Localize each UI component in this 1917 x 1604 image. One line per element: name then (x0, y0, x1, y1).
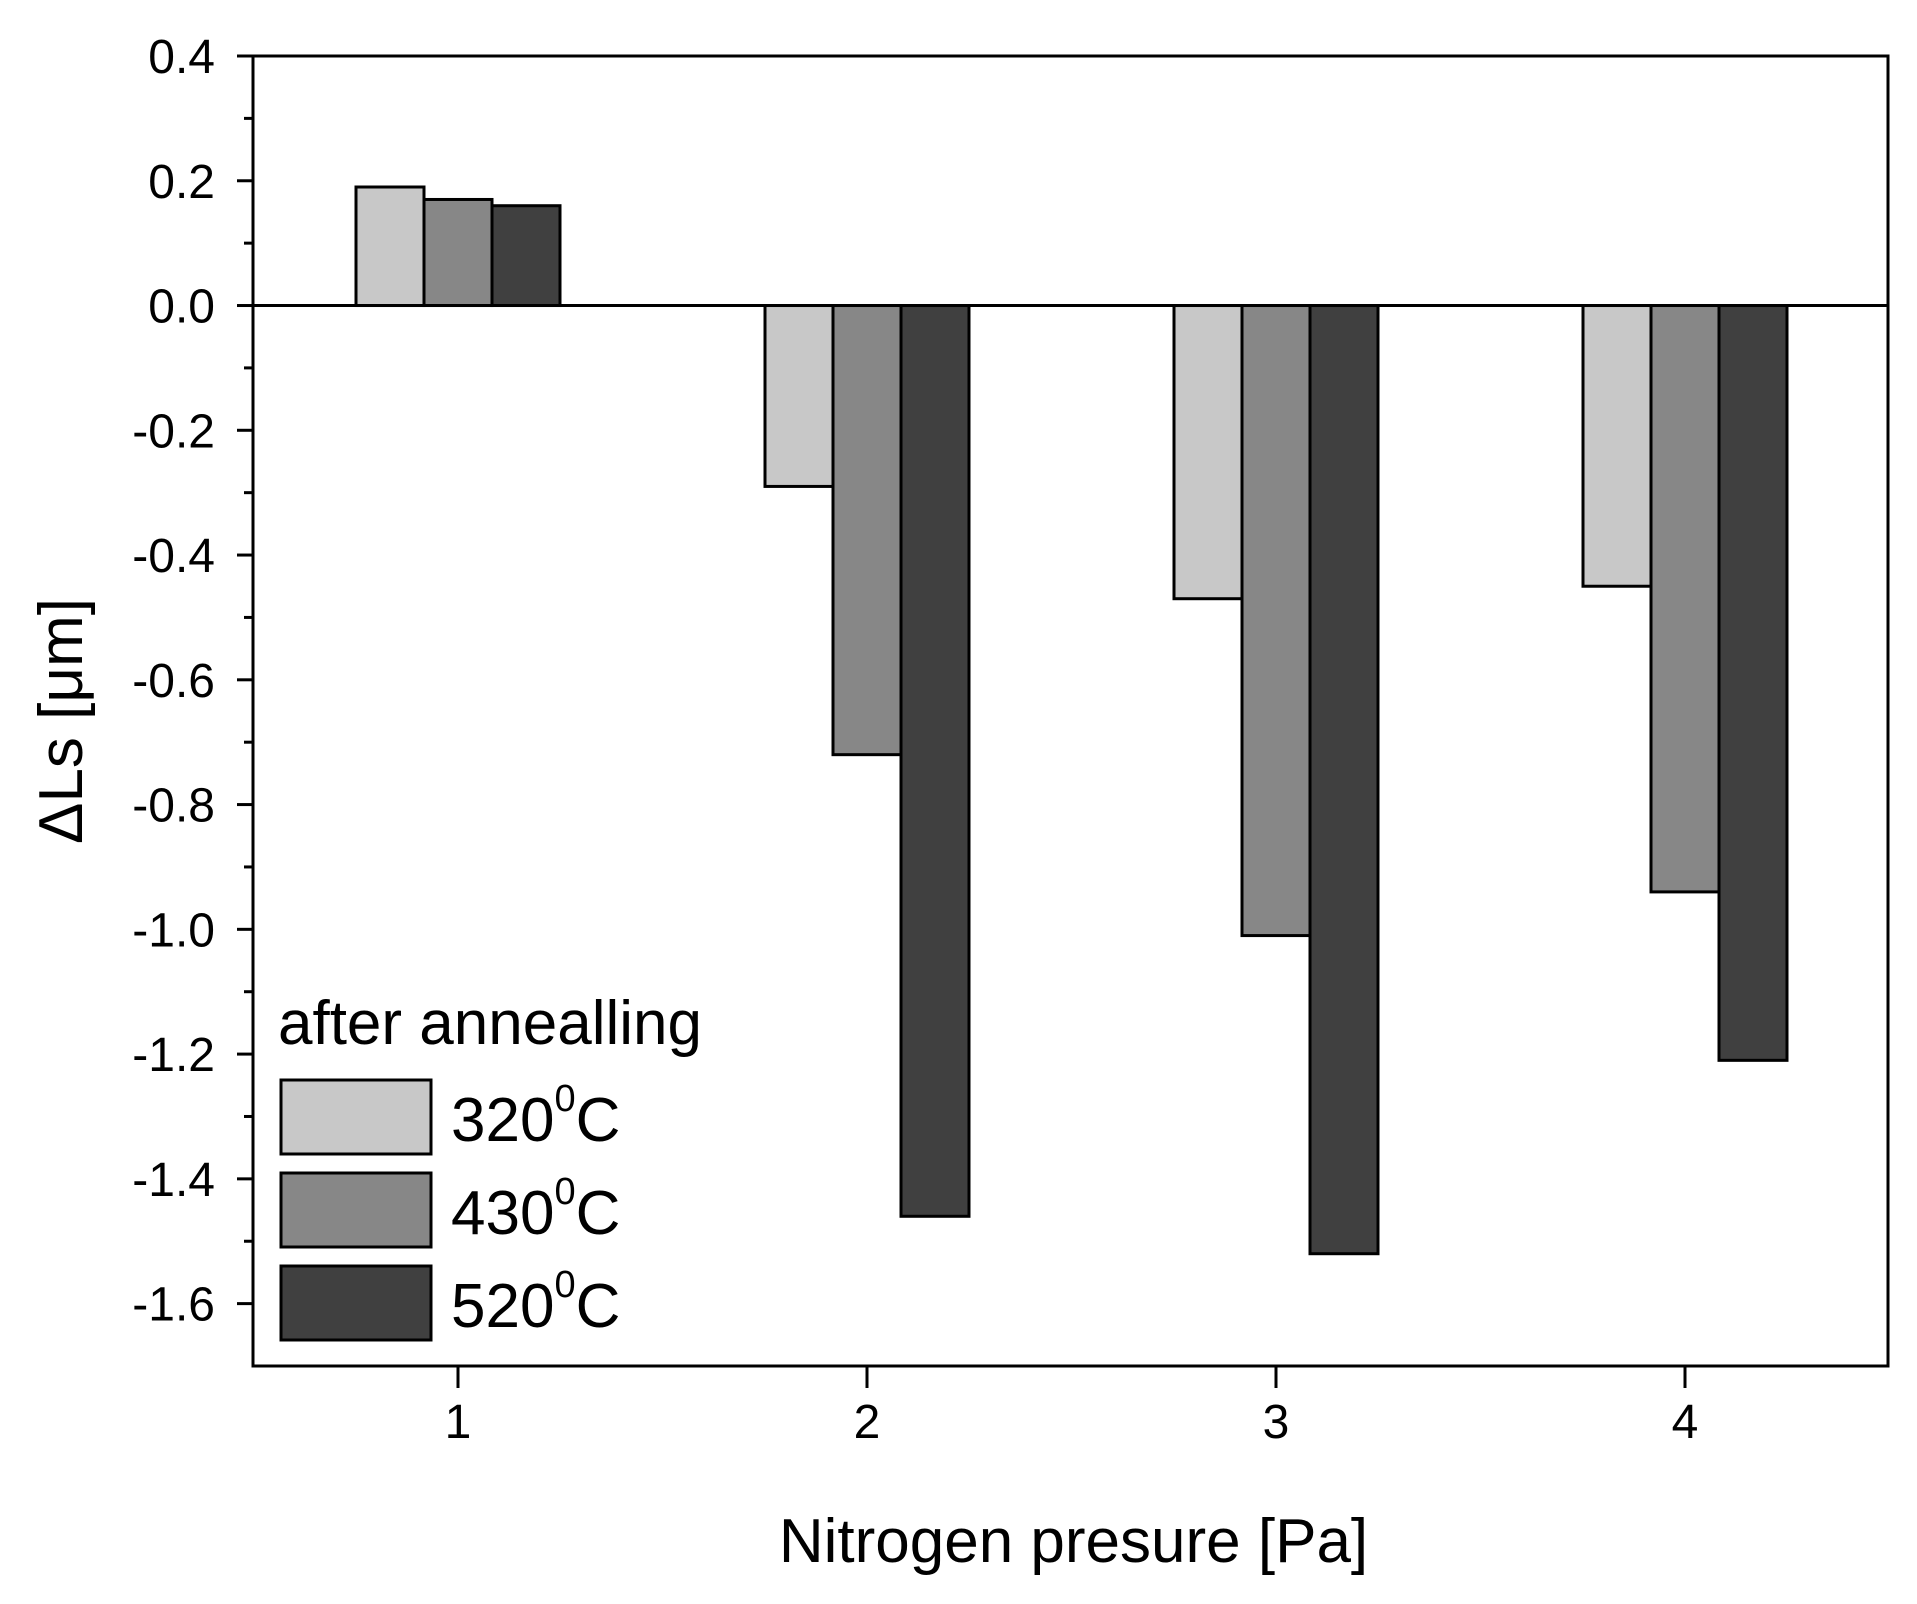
bar-series-3-category-2 (899, 304, 971, 1218)
bars-group (354, 185, 1789, 1256)
y-tick-label: 0.0 (148, 281, 215, 334)
legend-swatch-320 (279, 1078, 433, 1156)
legend-label-value: 520 (451, 1272, 554, 1341)
y-tick-label: 0.2 (148, 156, 215, 209)
y-tick-label: -1.4 (132, 1154, 215, 1207)
legend-label-unit: C (576, 1272, 621, 1341)
bar-series-2-category-3 (1240, 304, 1312, 938)
legend-label-unit: C (576, 1179, 621, 1248)
legend-label-unit: C (576, 1086, 621, 1155)
plot-area-frame (251, 54, 1890, 1368)
y-tick-label: 0.4 (148, 31, 215, 84)
x-tick-label: 3 (1263, 1396, 1290, 1449)
y-tick-label: -0.6 (132, 655, 215, 708)
y-tick-label: -0.2 (132, 405, 215, 458)
x-tick-label: 2 (854, 1396, 881, 1449)
x-axis-title: Nitrogen presure [Pa] (779, 1507, 1368, 1576)
bar-series-3-category-4 (1717, 304, 1789, 1062)
x-tick-label: 4 (1672, 1396, 1699, 1449)
y-tick-label: -0.8 (132, 780, 215, 833)
legend-swatch-430 (279, 1171, 433, 1249)
legend-label-value: 320 (451, 1086, 554, 1155)
bar-series-3-category-3 (1308, 304, 1380, 1256)
legend-label-430: 4300C (451, 1171, 620, 1248)
legend-title: after annealling (278, 989, 702, 1058)
bar-series-3-category-1 (490, 204, 562, 308)
bar-series-1-category-1 (354, 185, 426, 308)
bar-series-1-category-4 (1581, 304, 1653, 588)
legend-label-320: 3200C (451, 1078, 620, 1155)
bar-series-2-category-1 (422, 197, 494, 308)
bar-series-1-category-3 (1172, 304, 1244, 601)
legend-label-superscript: 0 (554, 1171, 575, 1213)
x-axis-ticks: 1 2 3 4 (445, 1366, 1699, 1449)
bar-series-2-category-4 (1649, 304, 1721, 894)
legend-label-520: 5200C (451, 1264, 620, 1341)
y-tick-label: -0.4 (132, 530, 215, 583)
bar-series-2-category-2 (831, 304, 903, 757)
y-tick-label: -1.2 (132, 1029, 215, 1082)
y-axis-title: ΔLs [μm] (27, 598, 96, 844)
y-tick-label: -1.0 (132, 904, 215, 957)
y-axis-ticks: 0.4 0.2 0.0 -0.2 -0.4 -0.6 -0.8 -1.0 -1.2 -1.4 -1.… (132, 31, 253, 1332)
legend-label-superscript: 0 (554, 1264, 575, 1306)
legend-swatch-520 (279, 1264, 433, 1342)
legend-label-superscript: 0 (554, 1078, 575, 1120)
bar-series-1-category-2 (763, 304, 835, 488)
legend-label-value: 430 (451, 1179, 554, 1248)
x-tick-label: 1 (445, 1396, 472, 1449)
y-tick-label: -1.6 (132, 1279, 215, 1332)
